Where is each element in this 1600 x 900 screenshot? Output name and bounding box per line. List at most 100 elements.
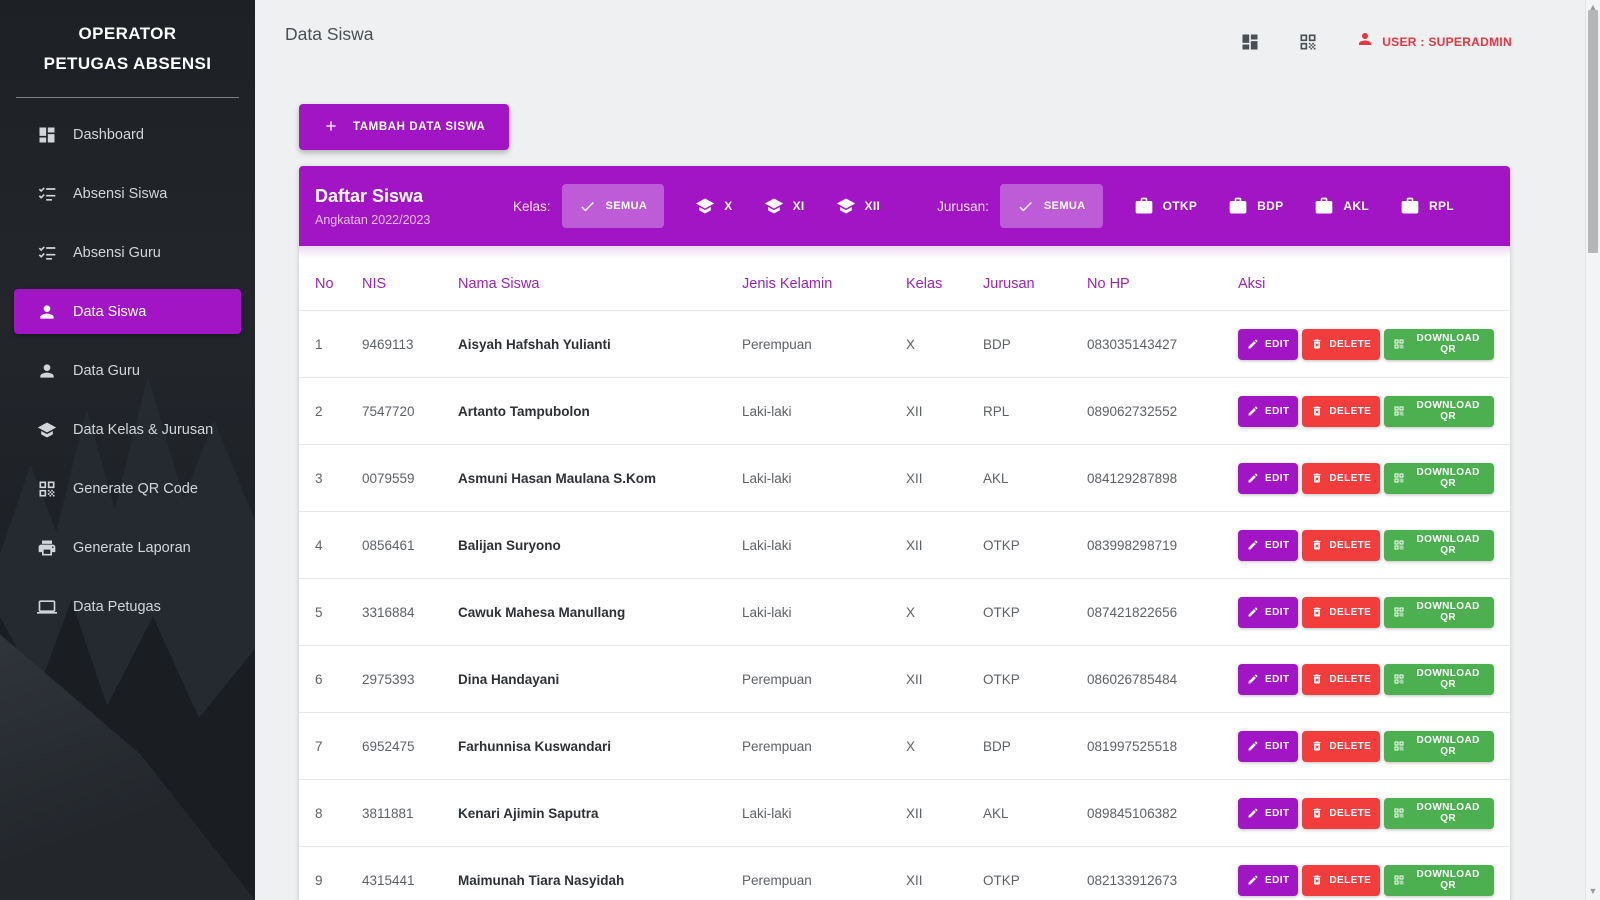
cell-no: 5 — [315, 604, 323, 620]
vertical-scrollbar[interactable]: ▲ ▼ — [1585, 0, 1600, 900]
filter-kelas-semua[interactable]: SEMUA — [561, 184, 665, 228]
filter-option-label: SEMUA — [605, 200, 648, 212]
cell-no: 4 — [315, 537, 323, 553]
sidebar-menu: Dashboard Absensi Siswa Absensi Guru Data S… — [0, 112, 255, 629]
delete-button[interactable]: DELETE — [1302, 596, 1381, 628]
download-qr-button[interactable]: DOWNLOAD QR — [1384, 462, 1494, 494]
edit-button[interactable]: EDIT — [1238, 529, 1299, 561]
sidebar-title-line2: PETUGAS ABSENSI — [43, 54, 212, 73]
row-actions: EDIT DELETE DOWNLOAD QR — [1238, 529, 1494, 561]
scrollbar-thumb[interactable] — [1588, 10, 1598, 253]
filter-jurusan-akl[interactable]: AKL — [1314, 196, 1369, 216]
delete-button[interactable]: DELETE — [1302, 797, 1381, 829]
delete-button[interactable]: DELETE — [1302, 395, 1381, 427]
delete-button[interactable]: DELETE — [1302, 864, 1381, 896]
cell-nis: 6952475 — [362, 738, 415, 754]
table-row: 2 7547720 Artanto Tampubolon Laki-laki XII RP… — [299, 377, 1510, 444]
dashboard-icon[interactable] — [1240, 32, 1260, 52]
filter-jurusan-bdp[interactable]: BDP — [1228, 196, 1283, 216]
cell-nama-siswa: Dina Handayani — [458, 671, 560, 687]
download-qr-button[interactable]: DOWNLOAD QR — [1384, 328, 1494, 360]
scrollbar-down-arrow[interactable]: ▼ — [1588, 886, 1598, 896]
download-qr-button[interactable]: DOWNLOAD QR — [1384, 797, 1494, 829]
edit-button[interactable]: EDIT — [1238, 663, 1299, 695]
sidebar-item-absensi-siswa[interactable]: Absensi Siswa — [14, 171, 241, 216]
row-actions: EDIT DELETE DOWNLOAD QR — [1238, 797, 1494, 829]
cell-no-hp: 089062732552 — [1087, 403, 1178, 419]
filter-header: Daftar Siswa Angkatan 2022/2023 Kelas: S… — [299, 166, 1510, 246]
filter-kelas-xii[interactable]: XII — [836, 196, 881, 216]
row-actions: EDIT DELETE DOWNLOAD QR — [1238, 730, 1494, 762]
qr-icon — [1393, 673, 1405, 685]
download-qr-button[interactable]: DOWNLOAD QR — [1384, 395, 1494, 427]
plus-icon — [323, 118, 339, 137]
filter-option-label: XI — [792, 199, 805, 213]
cell-nis: 3316884 — [362, 604, 415, 620]
sidebar-item-generate-laporan[interactable]: Generate Laporan — [14, 525, 241, 570]
edit-button[interactable]: EDIT — [1238, 864, 1299, 896]
edit-button[interactable]: EDIT — [1238, 395, 1299, 427]
scrollbar-up-arrow[interactable]: ▲ — [1588, 2, 1598, 12]
trash-icon — [1311, 673, 1323, 685]
cell-nama-siswa: Farhunnisa Kuswandari — [458, 738, 612, 754]
column-header-kelas: Kelas — [906, 276, 943, 292]
person-icon — [36, 301, 57, 322]
edit-button[interactable]: EDIT — [1238, 797, 1299, 829]
table-row: 7 6952475 Farhunnisa Kuswandari Perempuan X B… — [299, 712, 1510, 779]
sidebar: OPERATOR PETUGAS ABSENSI Dashboard Absens… — [0, 0, 255, 900]
cell-nama-siswa: Artanto Tampubolon — [458, 403, 590, 419]
table-row: 6 2975393 Dina Handayani Perempuan XII OTKP 08… — [299, 645, 1510, 712]
trash-icon — [1311, 539, 1323, 551]
cell-jurusan: OTKP — [983, 537, 1020, 553]
delete-button[interactable]: DELETE — [1302, 462, 1381, 494]
pencil-icon — [1247, 874, 1259, 886]
sidebar-item-data-kelas-jurusan[interactable]: Data Kelas & Jurusan — [14, 407, 241, 452]
edit-button[interactable]: EDIT — [1238, 596, 1299, 628]
sidebar-item-generate-qr-code[interactable]: Generate QR Code — [14, 466, 241, 511]
tambah-data-siswa-button[interactable]: TAMBAH DATA SISWA — [299, 104, 510, 150]
download-qr-button[interactable]: DOWNLOAD QR — [1384, 730, 1494, 762]
cell-jenis-kelamin: Laki-laki — [742, 403, 792, 419]
edit-button[interactable]: EDIT — [1238, 462, 1299, 494]
pencil-icon — [1247, 338, 1259, 350]
filter-option-label: SEMUA — [1043, 200, 1086, 212]
delete-button[interactable]: DELETE — [1302, 730, 1381, 762]
sidebar-item-data-petugas[interactable]: Data Petugas — [14, 584, 241, 629]
filter-kelas-x[interactable]: X — [695, 196, 732, 216]
sidebar-item-absensi-guru[interactable]: Absensi Guru — [14, 230, 241, 275]
filter-jurusan-otkp[interactable]: OTKP — [1134, 196, 1198, 216]
kelas-filter-label: Kelas: — [513, 198, 551, 214]
qr-code-icon[interactable] — [1298, 32, 1318, 52]
qr-icon — [1393, 606, 1405, 618]
filter-jurusan-rpl[interactable]: RPL — [1400, 196, 1454, 216]
column-header-nama-siswa: Nama Siswa — [458, 276, 540, 292]
edit-button[interactable]: EDIT — [1238, 328, 1299, 360]
table-row: 1 9469113 Aisyah Hafshah Yulianti Perempuan… — [299, 310, 1510, 377]
delete-button[interactable]: DELETE — [1302, 663, 1381, 695]
user-menu[interactable]: USER : SUPERADMIN — [1356, 30, 1512, 53]
sidebar-item-data-guru[interactable]: Data Guru — [14, 348, 241, 393]
pencil-icon — [1247, 539, 1259, 551]
filter-jurusan-semua[interactable]: SEMUA — [999, 184, 1103, 228]
delete-button[interactable]: DELETE — [1302, 529, 1381, 561]
trash-icon — [1311, 405, 1323, 417]
column-header-no: No — [315, 276, 334, 292]
sidebar-title: OPERATOR PETUGAS ABSENSI — [0, 0, 255, 79]
filter-option-label: RPL — [1428, 199, 1454, 213]
edit-button[interactable]: EDIT — [1238, 730, 1299, 762]
download-qr-button[interactable]: DOWNLOAD QR — [1384, 864, 1494, 896]
download-qr-button[interactable]: DOWNLOAD QR — [1384, 529, 1494, 561]
row-actions: EDIT DELETE DOWNLOAD QR — [1238, 663, 1494, 695]
trash-icon — [1311, 807, 1323, 819]
filter-option-label: OTKP — [1162, 199, 1198, 213]
cell-jenis-kelamin: Laki-laki — [742, 805, 792, 821]
cell-jurusan: OTKP — [983, 604, 1020, 620]
download-qr-button[interactable]: DOWNLOAD QR — [1384, 663, 1494, 695]
sidebar-background-image — [0, 0, 255, 900]
sidebar-item-dashboard[interactable]: Dashboard — [14, 112, 241, 157]
sidebar-item-data-siswa[interactable]: Data Siswa — [14, 289, 241, 334]
cell-no: 6 — [315, 671, 323, 687]
delete-button[interactable]: DELETE — [1302, 328, 1381, 360]
download-qr-button[interactable]: DOWNLOAD QR — [1384, 596, 1494, 628]
filter-kelas-xi[interactable]: XI — [764, 196, 805, 216]
